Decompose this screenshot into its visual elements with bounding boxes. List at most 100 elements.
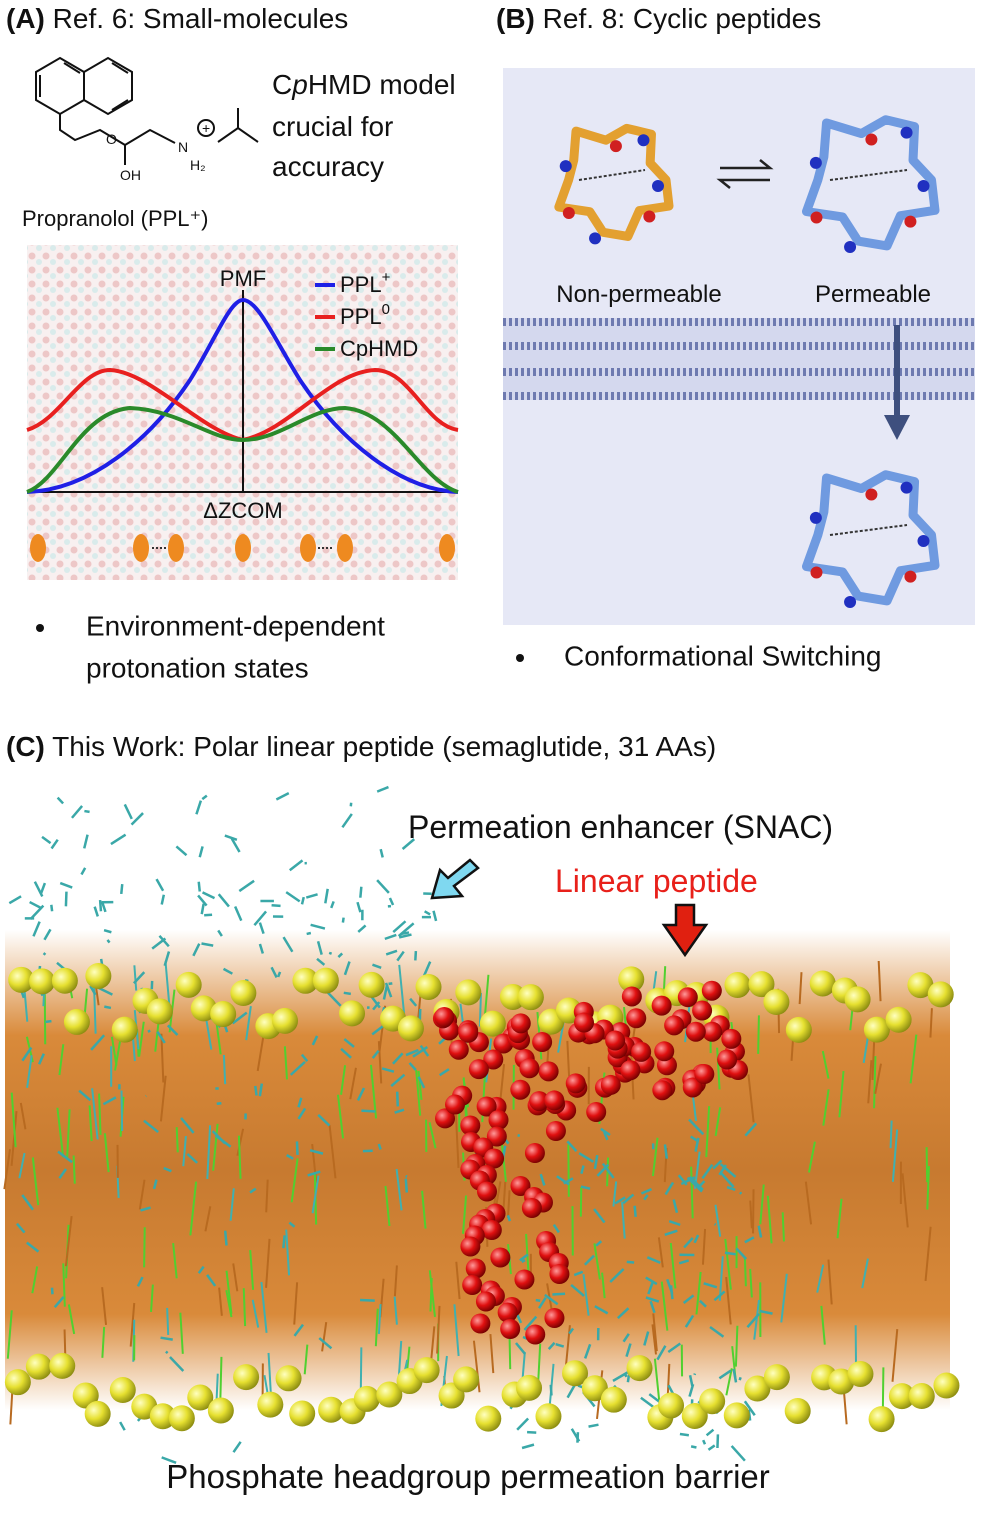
phosphate-sphere [207,1397,234,1424]
peptide-sphere [460,1115,481,1136]
enhancer-stick [130,812,144,826]
enhancer-stick [223,1230,228,1246]
peptide-sphere [510,1176,531,1196]
peptide-sphere [476,1181,497,1202]
enhancer-stick [180,1117,195,1134]
lipid-tail [753,1299,760,1340]
lipid-tail [690,1166,694,1219]
lipid-tail [290,1158,299,1203]
lipid-tail [429,1277,433,1312]
enhancer-stick [197,881,202,892]
phosphate-sphere [72,1382,99,1409]
lipid-tail [393,1265,398,1297]
enhancer-stick [337,952,344,958]
lipid-tail [179,1312,184,1354]
lipid-tail [395,1168,403,1211]
lipid-tail [734,1325,739,1367]
legend-label: PPL+ [340,269,391,297]
phosphate-sphere [175,971,202,998]
phosphate-sphere [358,971,385,998]
lipid-tail [265,1238,271,1288]
enhancer-stick [680,1176,696,1186]
bullet-dot [36,624,44,632]
hbond [829,524,908,536]
atom [810,566,823,579]
phosphate-sphere [516,1374,543,1401]
phosphate-sphere [397,1015,424,1042]
bullet-text: Conformational Switching [564,640,882,671]
atom [900,481,913,494]
peptide-sphere [465,1258,486,1279]
lipid-tail [340,1065,347,1095]
enhancer-stick [757,1225,763,1238]
lipid-tail [260,1281,268,1333]
peptide-sphere [488,1110,509,1130]
enhancer-stick [371,1049,380,1059]
lipid-tail [483,974,490,1020]
enhancer-stick [102,1096,117,1106]
lipid-tail [454,1115,460,1168]
enhancer-stick [89,985,97,996]
peptide-sphere [631,1041,652,1062]
enhancer-stick [361,1109,376,1113]
lipid-tail [377,1304,382,1335]
peptide-sphere [481,1220,502,1240]
lipid-tail [384,1185,391,1227]
enhancer-stick [633,1205,637,1217]
enhancer-stick [376,879,390,894]
enhancer-stick [282,936,294,953]
enhancer-stick [42,952,47,956]
enhancer-stick [667,1342,682,1354]
atom [844,241,857,254]
lipid-tail [204,1206,212,1232]
enhancer-stick [746,1312,761,1329]
phosphate-sphere [233,1364,260,1391]
lipid-tail [651,1137,659,1177]
phosphate-sphere [517,984,544,1011]
phosphate-sphere [109,1377,136,1404]
lipid-tail [822,1089,830,1126]
lipid-tail [766,1195,773,1244]
enhancer-stick [388,897,395,906]
peptide-sphere [685,1021,706,1042]
lipid-tail [612,1181,618,1207]
lipid-tail [164,961,171,1009]
enhancer-stick [645,1296,660,1303]
lipid-tail [926,1166,930,1210]
enhancer-stick [401,838,416,850]
phosphate-sphere [257,1391,284,1418]
lipid-tail [232,1263,239,1292]
lipid-tail [701,1228,707,1265]
enhancer-stick [238,879,255,893]
peptide-sphere [484,1148,505,1169]
lipid-tail [328,1125,337,1179]
enhancer-stick [201,794,208,801]
phosphate-sphere [210,1001,237,1028]
phosphate-sphere [888,1383,915,1410]
curve [26,405,459,494]
enhancer-stick [414,950,418,961]
enhancer-stick [381,1067,395,1073]
enhancer-stick [682,1294,695,1304]
phosphate-sphere [847,1360,874,1387]
enhancer-stick [720,1172,735,1188]
lipid-tail [871,1037,876,1080]
lipid-tail [369,1064,378,1119]
peptide-sphere [664,1015,685,1036]
lipid-tail [873,1056,877,1109]
panel-title: Ref. 6: Small-molecules [53,3,349,34]
lipid-tail [3,1149,12,1190]
enhancer-stick [683,1237,694,1249]
phosphate-sphere [275,1365,302,1392]
enhancer-stick [713,1290,726,1302]
lipid-tail [867,1060,873,1104]
enhancer-stick [32,921,41,937]
molecule-structure [35,56,259,165]
phosphate-sphere [581,1375,608,1402]
peptide-sphere [476,1096,497,1117]
enhancer-stick [356,1087,366,1101]
lipid-tail [26,1055,33,1088]
enhancer-stick [573,1270,584,1277]
enhancer-stick [570,1428,581,1442]
atom-label: OH [120,167,141,183]
